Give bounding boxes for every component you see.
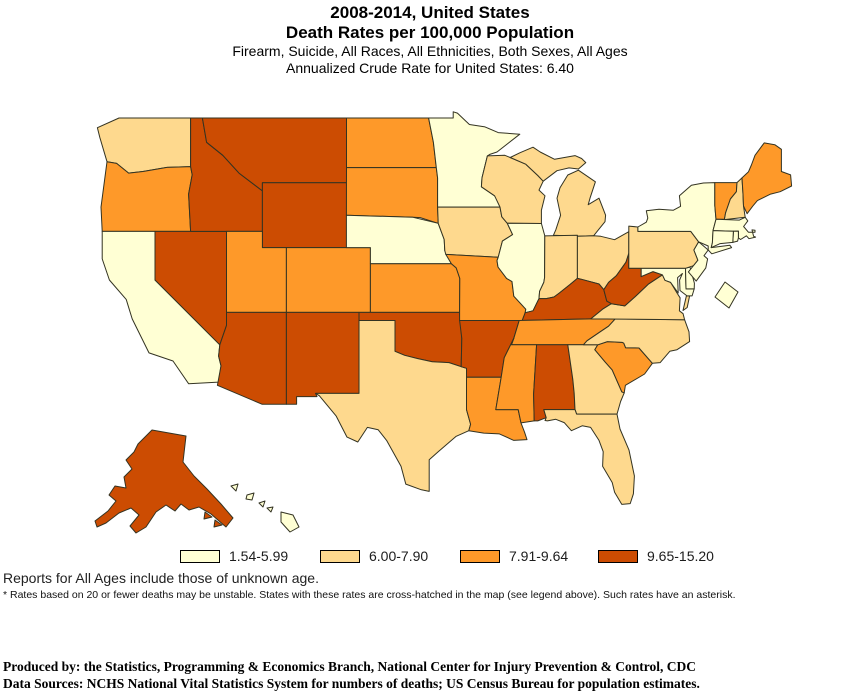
title-block: 2008-2014, United States Death Rates per… bbox=[0, 3, 860, 77]
state-wy bbox=[261, 182, 347, 249]
legend-label-1: 1.54-5.99 bbox=[229, 548, 289, 564]
state-pa bbox=[628, 225, 700, 269]
state-fl bbox=[543, 409, 635, 505]
legend-swatch-3 bbox=[460, 549, 500, 563]
state-nm bbox=[285, 311, 360, 405]
legend-item-2: 6.00-7.90 bbox=[320, 548, 428, 564]
state-ct bbox=[710, 230, 734, 249]
footer-data-sources: Data Sources: NCHS National Vital Statis… bbox=[3, 676, 700, 691]
state-co bbox=[285, 247, 371, 313]
state-sd bbox=[345, 167, 439, 224]
legend-swatch-2 bbox=[320, 549, 360, 563]
legend-label-4: 9.65-15.20 bbox=[647, 548, 714, 564]
note-all-ages: Reports for All Ages include those of un… bbox=[3, 570, 319, 586]
state-ks bbox=[369, 263, 461, 313]
subtitle-crude-rate: Annualized Crude Rate for United States:… bbox=[286, 60, 574, 76]
state-az bbox=[216, 311, 287, 405]
legend-label-2: 6.00-7.90 bbox=[369, 548, 429, 564]
state-ak bbox=[94, 429, 234, 534]
legend-swatch-4 bbox=[598, 549, 638, 563]
title-line-1: 2008-2014, United States bbox=[330, 3, 530, 22]
legend-item-1: 1.54-5.99 bbox=[180, 548, 288, 564]
legend-label-3: 7.91-9.64 bbox=[509, 548, 569, 564]
state-me bbox=[741, 142, 793, 215]
footer-produced-by: Produced by: the Statistics, Programming… bbox=[3, 659, 696, 674]
subtitle-filters: Firearm, Suicide, All Races, All Ethnici… bbox=[232, 43, 628, 59]
state-or bbox=[100, 161, 193, 232]
legend-swatch-1 bbox=[180, 549, 220, 563]
state-hi bbox=[230, 483, 300, 533]
state-dc bbox=[714, 281, 739, 309]
note-unstable-rates: * Rates based on 20 or fewer deaths may … bbox=[3, 589, 736, 601]
state-nd bbox=[346, 117, 437, 169]
legend-item-4: 9.65-15.20 bbox=[598, 548, 714, 564]
us-choropleth-map bbox=[94, 111, 793, 534]
footer-block: Produced by: the Statistics, Programming… bbox=[3, 658, 857, 692]
title-line-2: Death Rates per 100,000 Population bbox=[285, 23, 575, 42]
legend-item-3: 7.91-9.64 bbox=[460, 548, 568, 564]
state-nc bbox=[582, 318, 691, 364]
state-tx bbox=[315, 320, 472, 492]
